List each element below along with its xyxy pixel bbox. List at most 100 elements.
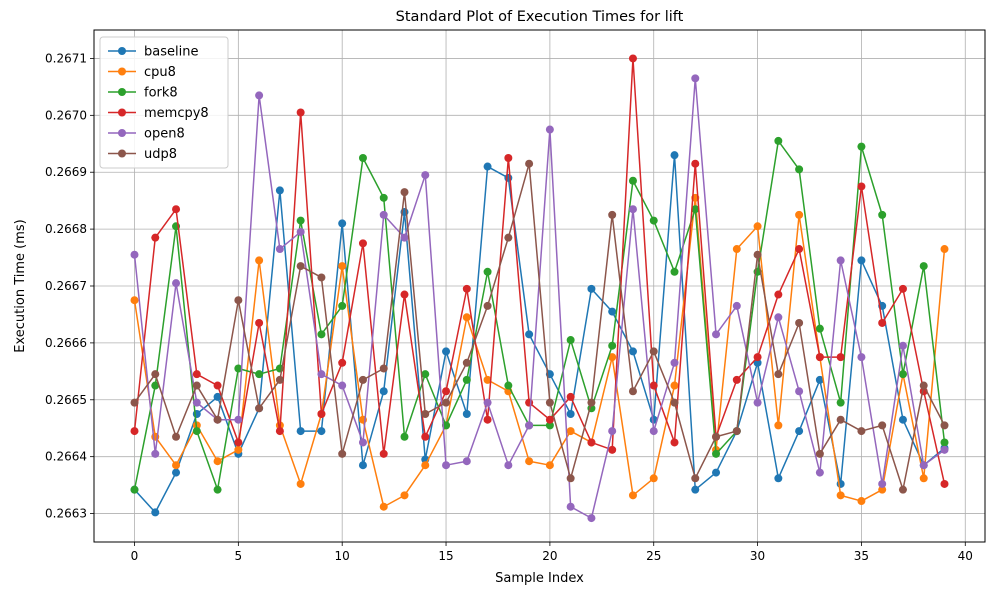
data-point-memcpy8 xyxy=(587,438,596,447)
y-tick-label: 0.2663 xyxy=(45,507,87,521)
legend-swatch-marker xyxy=(118,149,126,158)
data-point-memcpy8 xyxy=(213,381,222,390)
chart-title: Standard Plot of Execution Times for lif… xyxy=(396,9,684,25)
data-point-udp8 xyxy=(857,427,866,436)
data-point-baseline xyxy=(525,330,534,339)
data-point-udp8 xyxy=(649,347,658,356)
legend-box xyxy=(99,36,229,169)
data-point-baseline xyxy=(898,415,907,424)
data-point-open8 xyxy=(483,398,492,407)
legend-item-baseline: baseline xyxy=(108,45,198,60)
data-point-memcpy8 xyxy=(628,54,637,63)
data-point-open8 xyxy=(940,445,949,454)
data-point-open8 xyxy=(442,461,451,470)
data-point-memcpy8 xyxy=(130,427,139,436)
y-tick-label: 0.2669 xyxy=(45,165,87,179)
legend-label: cpu8 xyxy=(144,65,176,80)
data-point-memcpy8 xyxy=(442,387,451,396)
legend-item-fork8: fork8 xyxy=(108,86,178,101)
data-point-open8 xyxy=(296,227,305,236)
data-point-cpu8 xyxy=(608,353,617,362)
data-point-baseline xyxy=(815,375,824,384)
data-point-baseline xyxy=(442,347,451,356)
data-point-baseline xyxy=(753,358,762,367)
data-point-baseline xyxy=(670,151,679,160)
data-point-fork8 xyxy=(296,216,305,225)
data-point-udp8 xyxy=(338,449,347,458)
data-point-fork8 xyxy=(504,381,513,390)
data-point-open8 xyxy=(712,330,721,339)
data-point-open8 xyxy=(815,468,824,477)
data-point-cpu8 xyxy=(172,461,181,470)
data-point-udp8 xyxy=(130,398,139,407)
data-point-udp8 xyxy=(878,421,887,430)
data-point-fork8 xyxy=(836,398,845,407)
data-point-cpu8 xyxy=(525,457,534,466)
data-point-cpu8 xyxy=(483,375,492,384)
data-point-open8 xyxy=(255,91,264,100)
data-point-open8 xyxy=(234,415,243,424)
data-point-udp8 xyxy=(192,381,201,390)
data-point-memcpy8 xyxy=(421,432,430,441)
data-point-memcpy8 xyxy=(400,290,409,299)
data-point-udp8 xyxy=(774,370,783,379)
series-line-cpu8 xyxy=(133,197,946,508)
series-line-udp8 xyxy=(133,162,946,491)
legend-item-memcpy8: memcpy8 xyxy=(108,106,209,121)
data-point-memcpy8 xyxy=(462,284,471,293)
data-point-cpu8 xyxy=(670,381,679,390)
data-point-udp8 xyxy=(317,273,326,282)
legend-label: udp8 xyxy=(144,147,177,162)
data-point-memcpy8 xyxy=(379,449,388,458)
data-point-memcpy8 xyxy=(774,290,783,299)
data-point-cpu8 xyxy=(774,421,783,430)
y-tick-label: 0.2670 xyxy=(45,108,87,122)
data-point-memcpy8 xyxy=(753,353,762,362)
data-point-cpu8 xyxy=(400,491,409,500)
data-point-memcpy8 xyxy=(608,445,617,454)
data-point-udp8 xyxy=(172,432,181,441)
data-point-open8 xyxy=(504,461,513,470)
data-point-open8 xyxy=(130,250,139,259)
data-point-cpu8 xyxy=(462,313,471,322)
data-point-udp8 xyxy=(587,398,596,407)
data-point-fork8 xyxy=(815,324,824,333)
data-point-open8 xyxy=(795,387,804,396)
data-point-udp8 xyxy=(836,415,845,424)
data-point-memcpy8 xyxy=(836,353,845,362)
x-tick-label: 35 xyxy=(854,549,869,563)
legend-swatch-marker xyxy=(118,88,126,96)
data-point-memcpy8 xyxy=(545,415,554,424)
data-point-fork8 xyxy=(919,262,928,271)
data-point-fork8 xyxy=(317,330,326,339)
data-point-baseline xyxy=(587,284,596,293)
data-point-baseline xyxy=(358,461,367,470)
data-point-cpu8 xyxy=(753,222,762,231)
data-point-open8 xyxy=(151,449,160,458)
data-point-memcpy8 xyxy=(525,398,534,407)
y-tick-label: 0.2666 xyxy=(45,336,87,350)
legend-label: open8 xyxy=(144,127,185,142)
data-point-open8 xyxy=(774,313,783,322)
data-point-udp8 xyxy=(504,233,513,242)
data-point-cpu8 xyxy=(338,262,347,271)
data-point-fork8 xyxy=(213,485,222,494)
x-tick-label: 40 xyxy=(958,549,973,563)
data-point-cpu8 xyxy=(234,445,243,454)
data-point-fork8 xyxy=(940,438,949,447)
data-point-memcpy8 xyxy=(317,410,326,418)
data-point-baseline xyxy=(712,468,721,477)
y-tick-label: 0.2664 xyxy=(45,450,87,464)
data-point-udp8 xyxy=(358,375,367,384)
data-point-udp8 xyxy=(275,375,284,384)
data-point-memcpy8 xyxy=(898,284,907,293)
data-point-fork8 xyxy=(670,267,679,276)
data-point-cpu8 xyxy=(421,461,430,470)
data-point-baseline xyxy=(774,474,783,483)
legend: baseline cpu8 fork8 memcpy8 open8 udp8 xyxy=(99,36,229,169)
data-point-fork8 xyxy=(608,341,617,350)
series-line-baseline xyxy=(133,154,945,514)
x-tick-label: 15 xyxy=(438,549,453,563)
data-point-fork8 xyxy=(379,193,388,202)
data-point-memcpy8 xyxy=(795,245,804,254)
